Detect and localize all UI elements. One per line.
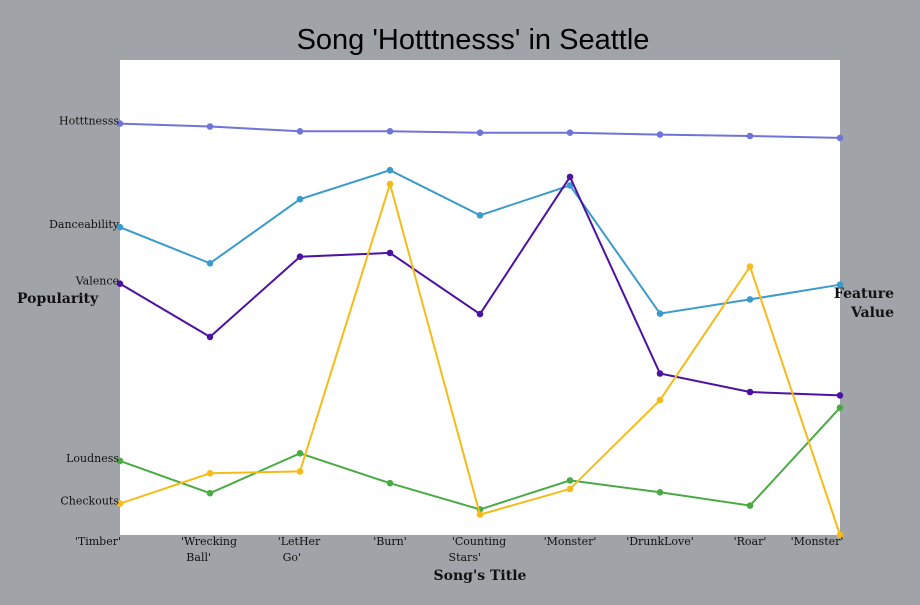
point-valence-5 [566, 173, 574, 181]
point-valence-4 [476, 310, 484, 318]
chart-title: Song 'Hotttnesss' in Seattle [297, 24, 650, 56]
point-checkouts-7 [746, 263, 754, 270]
series-label-danceability: Danceability [49, 218, 120, 231]
x-tick-label-4-0: 'Counting [452, 535, 506, 548]
point-valence-1 [206, 333, 214, 341]
point-valence-6 [656, 370, 664, 377]
x-tick-label-2-0: 'LetHer [278, 535, 321, 548]
point-checkouts-0 [116, 500, 124, 507]
x-tick-label-4-1: Stars' [449, 551, 481, 564]
series-label-hotttnesss: Hotttnesss [59, 115, 119, 128]
point-valence-8 [836, 392, 844, 399]
x-tick-label-6-0: 'DrunkLove' [626, 535, 694, 548]
point-loudness-8 [836, 404, 844, 412]
plot-area [120, 60, 840, 535]
point-valence-7 [746, 388, 754, 396]
point-checkouts-3 [386, 180, 394, 188]
point-hotttnesss-7 [746, 132, 754, 140]
x-tick-label-8-0: 'Monster' [791, 535, 844, 548]
point-loudness-7 [746, 502, 754, 509]
point-danceability-4 [476, 212, 484, 219]
point-checkouts-5 [566, 485, 574, 493]
point-checkouts-1 [206, 470, 214, 477]
series-label-checkouts: Checkouts [60, 495, 119, 508]
x-tick-label-3-0: 'Burn' [373, 535, 407, 548]
x-tick-labels: 'Timber' 'Wrecking Ball' 'LetHer Go' 'Burn' 'C… [75, 535, 844, 564]
x-tick-label-1-0: 'Wrecking [181, 535, 237, 548]
point-checkouts-2 [296, 468, 304, 475]
point-danceability-0 [116, 223, 124, 231]
point-hotttnesss-6 [656, 131, 664, 138]
point-hotttnesss-4 [476, 129, 484, 136]
point-danceability-8 [836, 281, 844, 289]
point-loudness-0 [116, 457, 124, 465]
x-tick-label-1-1: Ball' [186, 551, 211, 564]
x-tick-label-2-1: Go' [283, 551, 301, 564]
point-loudness-2 [296, 450, 304, 457]
series-label-valence: Valence [75, 275, 119, 288]
y-axis-title-left: Popularity [17, 291, 99, 307]
series-layer [116, 120, 844, 539]
point-valence-0 [116, 280, 124, 288]
point-hotttnesss-5 [566, 129, 574, 136]
point-hotttnesss-3 [386, 128, 394, 135]
point-checkouts-8 [836, 531, 844, 539]
point-hotttnesss-0 [116, 120, 124, 127]
series-labels: Hotttnesss Danceability Valence Loudness Che… [49, 115, 120, 508]
point-valence-3 [386, 249, 394, 257]
point-loudness-6 [656, 489, 664, 496]
point-hotttnesss-8 [836, 134, 844, 142]
point-loudness-5 [566, 477, 574, 484]
x-tick-label-0-0: 'Timber' [75, 535, 121, 548]
point-hotttnesss-2 [296, 128, 304, 135]
point-danceability-5 [566, 182, 574, 189]
y-axis-title-right-line1: Feature [834, 286, 894, 302]
point-checkouts-4 [476, 511, 484, 518]
point-danceability-2 [296, 195, 304, 203]
x-tick-label-7-0: 'Roar' [734, 535, 767, 548]
point-valence-2 [296, 253, 304, 260]
point-checkouts-6 [656, 396, 664, 404]
y-axis-title-right-line2: Value [850, 305, 894, 321]
point-hotttnesss-1 [206, 123, 214, 130]
point-danceability-6 [656, 310, 664, 317]
point-loudness-3 [386, 479, 394, 487]
x-tick-label-5-0: 'Monster' [544, 535, 597, 548]
series-label-loudness: Loudness [66, 452, 119, 465]
point-danceability-7 [746, 296, 754, 303]
point-loudness-1 [206, 489, 214, 497]
x-axis-title: Song's Title [434, 568, 527, 584]
point-danceability-1 [206, 260, 214, 267]
point-danceability-3 [386, 166, 394, 174]
